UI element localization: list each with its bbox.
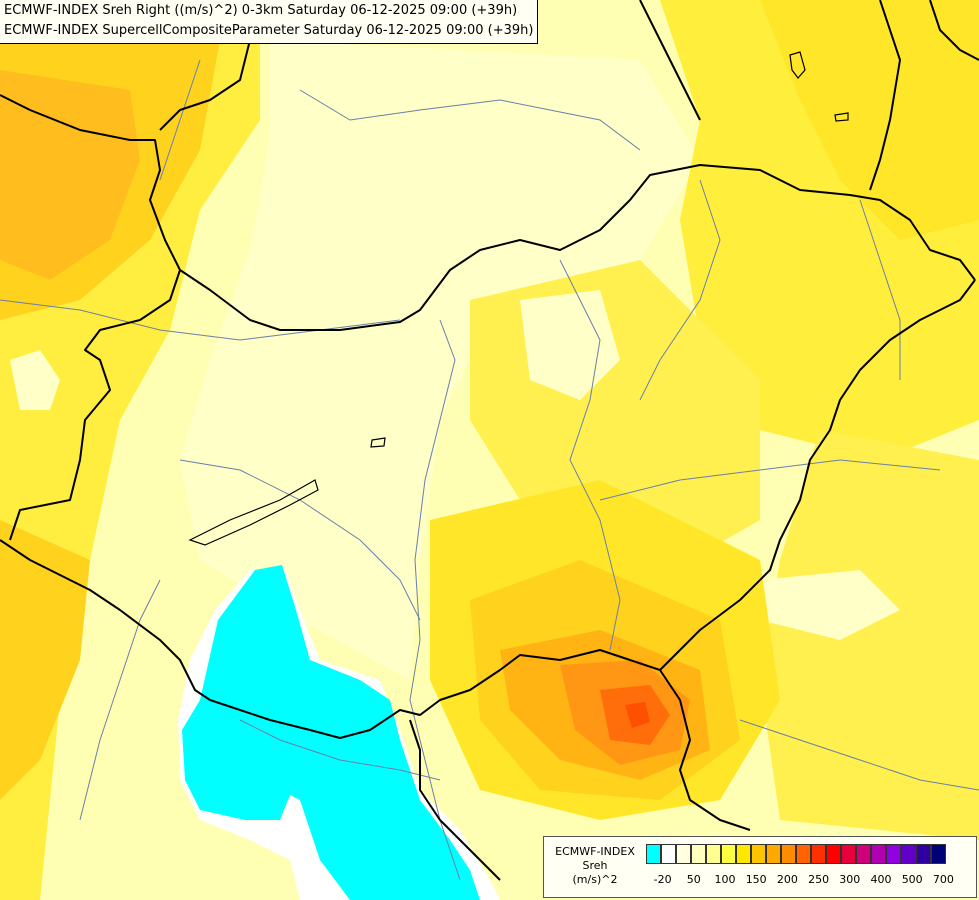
legend-swatch — [751, 844, 766, 864]
legend-swatch — [691, 844, 706, 864]
map-title-box: ECMWF-INDEX Sreh Right ((m/s)^2) 0-3km S… — [0, 0, 539, 44]
legend-title-line-3: (m/s)^2 — [572, 873, 618, 886]
legend-tick-label: 150 — [745, 873, 767, 886]
legend-tick-label: 500 — [901, 873, 923, 886]
sreh-zone-northwest-deep — [0, 70, 140, 280]
legend-title-line-1: ECMWF-INDEX — [555, 845, 635, 858]
legend-title: ECMWF-INDEX Sreh (m/s)^2 — [548, 845, 642, 887]
legend-swatch — [646, 844, 661, 864]
legend-tick-label: -20 — [653, 873, 672, 886]
legend-swatch — [916, 844, 931, 864]
legend-tick-label: 250 — [808, 873, 830, 886]
legend-swatch — [796, 844, 811, 864]
sreh-zone-east-yellow — [760, 430, 979, 840]
legend-tick-label: 200 — [776, 873, 798, 886]
legend-tick-label: 700 — [932, 873, 954, 886]
legend-swatch — [886, 844, 901, 864]
legend-swatch — [766, 844, 781, 864]
lake-balaton — [188, 479, 319, 546]
country-borders — [0, 0, 979, 881]
sreh-zone-central-pale — [180, 40, 700, 680]
legend-title-line-2: Sreh — [582, 859, 608, 872]
legend-swatch — [856, 844, 871, 864]
sreh-zone-northeast-deep — [760, 0, 979, 240]
sreh-zone-west-pale — [10, 350, 60, 410]
legend-swatch — [676, 844, 691, 864]
legend-swatch — [736, 844, 751, 864]
sreh-zone-south-peak — [625, 702, 650, 728]
legend-swatches — [646, 844, 946, 866]
sreh-zone-southwest-cyan — [182, 565, 480, 900]
map-title-line-2: ECMWF-INDEX SupercellCompositeParameter … — [4, 23, 534, 38]
legend-swatch — [721, 844, 736, 864]
legend-swatch — [931, 844, 946, 864]
sreh-zone-east-pale — [760, 570, 900, 640]
rivers — [0, 59, 979, 881]
color-legend: ECMWF-INDEX Sreh (m/s)^2 -20 50 100 150 200 2… — [543, 836, 977, 898]
legend-swatch — [841, 844, 856, 864]
legend-swatch — [811, 844, 826, 864]
legend-swatch — [826, 844, 841, 864]
legend-swatch — [871, 844, 886, 864]
legend-tick-label: 400 — [870, 873, 892, 886]
legend-tick-label: 50 — [686, 873, 701, 886]
sreh-zone-southwest-orange — [0, 520, 90, 800]
legend-tick-label: 300 — [839, 873, 861, 886]
legend-swatch — [661, 844, 676, 864]
small-lake-northeast — [789, 51, 806, 79]
legend-swatch — [706, 844, 721, 864]
map-title-line-1: ECMWF-INDEX Sreh Right ((m/s)^2) 0-3km S… — [4, 3, 518, 18]
legend-tick-label: 100 — [714, 873, 736, 886]
legend-swatch — [901, 844, 916, 864]
legend-ticks: -20 50 100 150 200 250 300 400 500 700 — [646, 873, 976, 889]
lake-velence — [370, 437, 386, 448]
legend-swatch — [781, 844, 796, 864]
small-lake-northeast-2 — [834, 112, 849, 122]
